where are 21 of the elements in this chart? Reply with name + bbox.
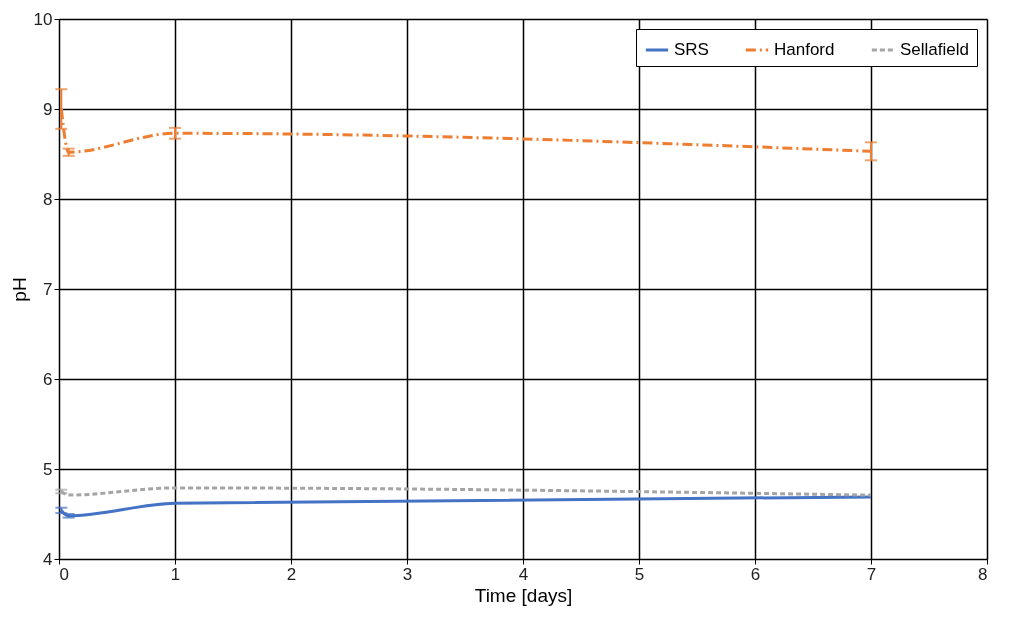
x-tick-label: 8 xyxy=(978,564,988,584)
x-tick-label: 0 xyxy=(59,564,69,584)
legend-label: Sellafield xyxy=(900,40,969,59)
x-tick-label: 1 xyxy=(170,564,181,584)
legend-label: SRS xyxy=(674,40,709,59)
y-tick-label: 4 xyxy=(43,549,53,569)
y-tick-label: 7 xyxy=(43,279,53,299)
y-axis-title: pH xyxy=(8,277,30,302)
y-tick-label: 8 xyxy=(43,189,53,209)
y-tick-label: 9 xyxy=(43,99,53,119)
x-axis-title: Time [days] xyxy=(474,584,573,606)
y-tick-label: 6 xyxy=(43,369,53,389)
y-tick-label: 5 xyxy=(43,459,53,479)
x-tick-label: 6 xyxy=(750,564,761,584)
x-tick-label: 4 xyxy=(518,564,529,584)
x-tick-label: 7 xyxy=(866,564,877,584)
x-tick-label: 3 xyxy=(402,564,413,584)
y-tick-label: 10 xyxy=(33,9,53,29)
legend-label: Hanford xyxy=(774,40,835,59)
x-tick-label: 2 xyxy=(286,564,297,584)
x-tick-label: 5 xyxy=(634,564,645,584)
